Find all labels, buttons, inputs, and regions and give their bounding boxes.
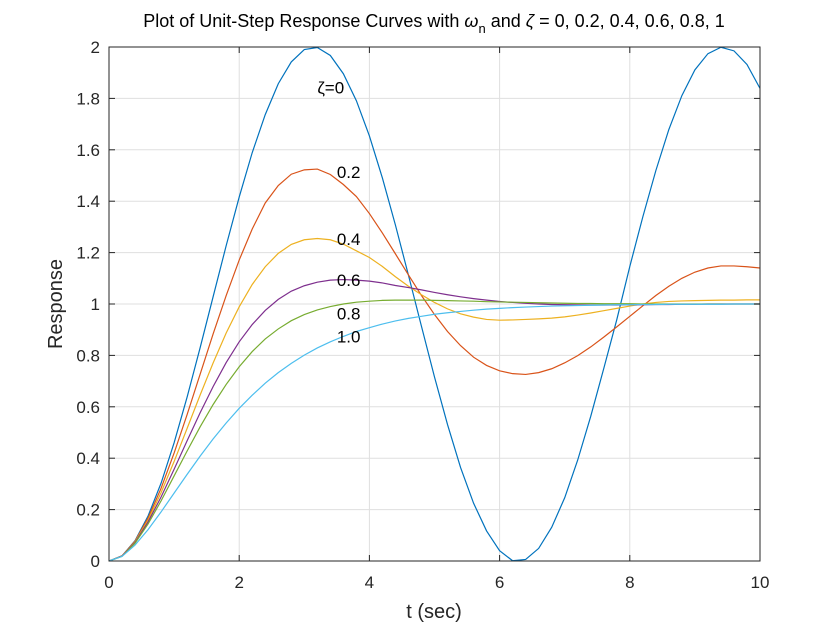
y-tick-label: 0.8 <box>76 346 100 365</box>
y-tick-label: 1.2 <box>76 244 100 263</box>
y-tick-label: 0.4 <box>76 449 100 468</box>
chart-title: Plot of Unit-Step Response Curves with ω… <box>143 11 724 36</box>
x-tick-label: 4 <box>365 573 374 592</box>
y-tick-label: 1 <box>91 295 100 314</box>
y-tick-label: 1.4 <box>76 192 100 211</box>
x-tick-label: 0 <box>104 573 113 592</box>
annotation-label: 0.2 <box>337 163 361 182</box>
series-line-3 <box>108 237 760 562</box>
y-tick-label: 1.6 <box>76 141 100 160</box>
series-line-1 <box>108 46 761 562</box>
y-tick-label: 0 <box>91 552 100 571</box>
annotation-label: 0.6 <box>337 271 361 290</box>
y-tick-label: 0.2 <box>76 501 100 520</box>
series-group <box>108 46 761 562</box>
annotation-label: 0.8 <box>337 304 361 323</box>
y-tick-label: 0.6 <box>76 398 100 417</box>
x-axis-label: t (sec) <box>406 601 462 623</box>
annotation-label: ζ=0 <box>317 78 344 97</box>
y-axis-label: Response <box>45 259 67 349</box>
x-tick-labels: 0 2 4 6 8 10 <box>104 573 769 592</box>
annotation-label: 1.0 <box>337 328 361 347</box>
x-tick-label: 8 <box>625 573 634 592</box>
y-tick-label: 1.8 <box>76 89 100 108</box>
annotation-label: 0.4 <box>337 230 361 249</box>
y-tick-label: 2 <box>91 38 100 57</box>
series-line-6 <box>108 303 760 562</box>
annotations: ζ=0 0.2 0.4 0.6 0.8 1.0 <box>317 78 360 346</box>
ticks <box>108 46 761 562</box>
y-tick-labels: 0 0.2 0.4 0.6 0.8 1 1.2 1.4 1.6 1.8 2 <box>76 38 100 571</box>
x-tick-label: 10 <box>751 573 770 592</box>
x-tick-label: 6 <box>495 573 504 592</box>
x-tick-label: 2 <box>234 573 243 592</box>
